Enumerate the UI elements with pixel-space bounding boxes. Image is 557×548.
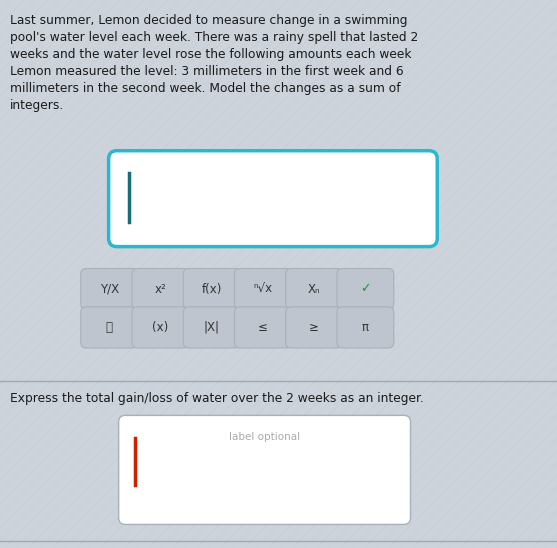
FancyBboxPatch shape xyxy=(119,415,411,524)
FancyBboxPatch shape xyxy=(234,269,291,310)
Text: Last summer, Lemon decided to measure change in a swimming
pool's water level ea: Last summer, Lemon decided to measure ch… xyxy=(10,14,418,112)
FancyBboxPatch shape xyxy=(132,307,189,348)
FancyBboxPatch shape xyxy=(337,269,394,310)
FancyBboxPatch shape xyxy=(81,307,138,348)
FancyBboxPatch shape xyxy=(81,269,138,310)
FancyBboxPatch shape xyxy=(183,307,240,348)
Text: |X|: |X| xyxy=(204,321,219,334)
Text: ⁿ√x: ⁿ√x xyxy=(253,283,272,295)
FancyBboxPatch shape xyxy=(183,269,240,310)
Text: Express the total gain/loss of water over the 2 weeks as an integer.: Express the total gain/loss of water ove… xyxy=(10,392,424,405)
Text: ≥: ≥ xyxy=(309,321,319,334)
Text: f(x): f(x) xyxy=(202,283,222,295)
Text: Y/X: Y/X xyxy=(100,283,119,295)
Text: ⛮: ⛮ xyxy=(106,321,113,334)
FancyBboxPatch shape xyxy=(234,307,291,348)
Text: x²: x² xyxy=(154,283,167,295)
FancyBboxPatch shape xyxy=(132,269,189,310)
Text: π: π xyxy=(362,321,369,334)
Text: (x): (x) xyxy=(152,321,169,334)
FancyBboxPatch shape xyxy=(286,269,343,310)
FancyBboxPatch shape xyxy=(286,307,343,348)
FancyBboxPatch shape xyxy=(337,307,394,348)
FancyBboxPatch shape xyxy=(109,151,437,247)
Text: label optional: label optional xyxy=(229,432,300,442)
Text: ≤: ≤ xyxy=(258,321,268,334)
Text: ✓: ✓ xyxy=(360,283,370,295)
Text: Xₙ: Xₙ xyxy=(308,283,320,295)
